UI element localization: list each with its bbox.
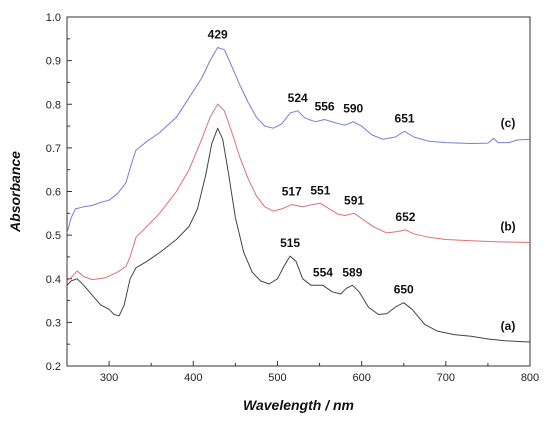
y-tick-label: 0.7 bbox=[46, 143, 61, 155]
y-tick-label: 0.5 bbox=[46, 230, 61, 242]
x-tick-label: 600 bbox=[352, 372, 370, 384]
x-axis-title: Wavelength / nm bbox=[243, 397, 354, 413]
y-tick-label: 0.6 bbox=[46, 187, 61, 199]
peak-label: 517 bbox=[282, 185, 302, 199]
series-label: (c) bbox=[501, 116, 516, 130]
peak-label: 651 bbox=[395, 111, 415, 125]
series-label: (b) bbox=[500, 220, 515, 234]
series-lines bbox=[66, 47, 531, 343]
series-label: (a) bbox=[501, 319, 516, 333]
peak-label: 554 bbox=[313, 265, 333, 279]
y-tick-label: 0.3 bbox=[46, 317, 61, 329]
x-tick-label: 800 bbox=[521, 372, 539, 384]
peak-label: 515 bbox=[280, 236, 300, 250]
x-axis: 300 400 500 600 700 800 bbox=[100, 361, 539, 384]
series-labels: (a) (b) (c) bbox=[500, 116, 515, 333]
y-tick-label: 0.2 bbox=[46, 361, 61, 373]
peak-label: 650 bbox=[394, 283, 414, 297]
x-tick-label: 700 bbox=[437, 372, 455, 384]
peak-labels: 429 524 556 590 651 517 551 591 652 515 554 589 650 bbox=[208, 28, 416, 297]
peak-label: 556 bbox=[315, 100, 335, 114]
peak-label: 590 bbox=[343, 102, 363, 116]
y-tick-label: 0.4 bbox=[46, 274, 61, 286]
y-axis: 0.2 0.3 0.4 0.5 0.6 0.7 0.8 0.9 1.0 bbox=[46, 12, 72, 373]
x-tick-label: 500 bbox=[268, 372, 286, 384]
y-axis-title: Absorbance bbox=[7, 151, 23, 233]
peak-label: 429 bbox=[208, 28, 228, 42]
y-tick-label: 0.9 bbox=[46, 56, 61, 68]
peak-label: 652 bbox=[395, 210, 415, 224]
series-line-1 bbox=[66, 127, 531, 343]
series-line-2 bbox=[66, 103, 531, 282]
x-tick-label: 300 bbox=[100, 372, 118, 384]
series-line-3 bbox=[66, 47, 531, 234]
y-tick-label: 1.0 bbox=[46, 12, 61, 24]
peak-label: 589 bbox=[342, 265, 362, 279]
x-tick-label: 400 bbox=[184, 372, 202, 384]
y-tick-label: 0.8 bbox=[46, 99, 61, 111]
peak-label: 591 bbox=[344, 193, 364, 207]
peak-label: 524 bbox=[288, 91, 308, 105]
peak-label: 551 bbox=[310, 183, 330, 197]
